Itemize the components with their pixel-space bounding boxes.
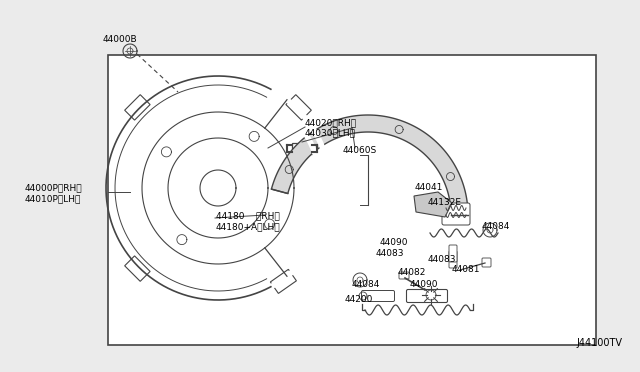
Text: J44100TV: J44100TV <box>576 338 622 348</box>
Text: 44081: 44081 <box>452 265 481 274</box>
Polygon shape <box>286 94 311 120</box>
FancyBboxPatch shape <box>399 272 409 279</box>
FancyBboxPatch shape <box>406 289 447 302</box>
FancyBboxPatch shape <box>362 291 394 301</box>
Text: 44180    〈RH〉: 44180 〈RH〉 <box>216 211 280 220</box>
Polygon shape <box>271 115 468 215</box>
Text: 44041: 44041 <box>415 183 444 192</box>
Text: 44180+A〈LH〉: 44180+A〈LH〉 <box>216 222 280 231</box>
Text: 44060S: 44060S <box>343 146 377 155</box>
Text: 44132E: 44132E <box>428 198 462 207</box>
Text: 44200: 44200 <box>345 295 373 304</box>
Polygon shape <box>125 94 150 120</box>
Text: 44083: 44083 <box>376 249 404 258</box>
Text: 44010P〈LH〉: 44010P〈LH〉 <box>25 194 81 203</box>
Text: 44020〈RH〉: 44020〈RH〉 <box>305 118 357 127</box>
Text: 44090: 44090 <box>410 280 438 289</box>
Polygon shape <box>414 192 452 217</box>
FancyBboxPatch shape <box>482 258 491 267</box>
FancyBboxPatch shape <box>449 251 457 268</box>
Polygon shape <box>270 269 296 294</box>
Text: 44000P〈RH〉: 44000P〈RH〉 <box>25 183 83 192</box>
Bar <box>292 143 312 154</box>
Text: 44030〈LH〉: 44030〈LH〉 <box>305 128 356 137</box>
FancyBboxPatch shape <box>449 245 457 262</box>
Text: 44084: 44084 <box>482 222 510 231</box>
FancyBboxPatch shape <box>442 203 470 225</box>
Bar <box>108 55 596 345</box>
Text: 44082: 44082 <box>398 268 426 277</box>
Text: 44084: 44084 <box>352 280 380 289</box>
Polygon shape <box>125 256 150 281</box>
Text: 44083: 44083 <box>428 255 456 264</box>
Text: 44090: 44090 <box>380 238 408 247</box>
Text: 44000B: 44000B <box>103 35 138 44</box>
